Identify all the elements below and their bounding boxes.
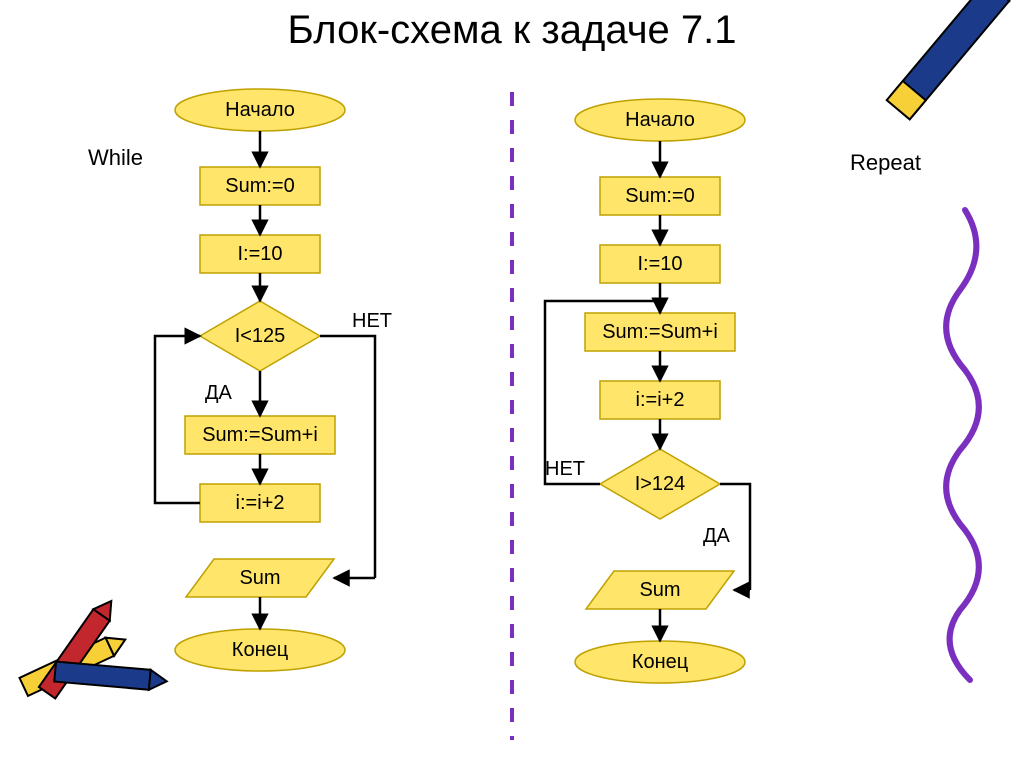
node-terminator: Конец (175, 629, 345, 671)
svg-text:I:=10: I:=10 (237, 243, 282, 265)
node-process: i:=i+2 (600, 381, 720, 419)
node-process: Sum:=Sum+i (585, 313, 735, 351)
left-yes-label: ДА (205, 382, 232, 405)
node-io: Sum (186, 559, 334, 597)
node-terminator: Конец (575, 641, 745, 683)
svg-text:Начало: Начало (625, 109, 695, 131)
node-io: Sum (586, 571, 734, 609)
node-process: Sum:=Sum+i (185, 416, 335, 454)
svg-text:Sum:=0: Sum:=0 (625, 185, 694, 207)
node-decision: I<125 (200, 301, 320, 371)
right-no-label: НЕТ (545, 458, 585, 481)
svg-text:Sum:=0: Sum:=0 (225, 175, 294, 197)
svg-text:I<125: I<125 (235, 325, 286, 347)
svg-text:I:=10: I:=10 (637, 253, 682, 275)
svg-text:i:=i+2: i:=i+2 (636, 389, 685, 411)
node-terminator: Начало (175, 89, 345, 131)
node-process: I:=10 (600, 245, 720, 283)
svg-text:Sum: Sum (639, 579, 680, 601)
svg-text:Sum:=Sum+i: Sum:=Sum+i (202, 424, 318, 446)
right-yes-label: ДА (703, 525, 730, 548)
node-process: i:=i+2 (200, 484, 320, 522)
crayons-decoration (20, 595, 168, 698)
crayon-decoration (887, 0, 1024, 119)
repeat-label: Repeat (850, 150, 921, 176)
svg-text:Sum: Sum (239, 567, 280, 589)
node-process: Sum:=0 (600, 177, 720, 215)
svg-text:Sum:=Sum+i: Sum:=Sum+i (602, 321, 718, 343)
node-terminator: Начало (575, 99, 745, 141)
node-process: Sum:=0 (200, 167, 320, 205)
squiggle-decoration (946, 210, 979, 680)
svg-text:Начало: Начало (225, 99, 295, 121)
connector (320, 336, 375, 578)
flowchart-canvas: Начало Sum:=0 I:=10 I<125 Sum:=Sum+i i:=i+2 Su… (0, 0, 1024, 768)
node-process: I:=10 (200, 235, 320, 273)
svg-text:I>124: I>124 (635, 473, 686, 495)
node-decision: I>124 (600, 449, 720, 519)
svg-text:Конец: Конец (632, 651, 688, 673)
svg-text:i:=i+2: i:=i+2 (236, 492, 285, 514)
while-label: While (88, 145, 143, 171)
svg-text:Конец: Конец (232, 639, 288, 661)
left-no-label: НЕТ (352, 310, 392, 333)
